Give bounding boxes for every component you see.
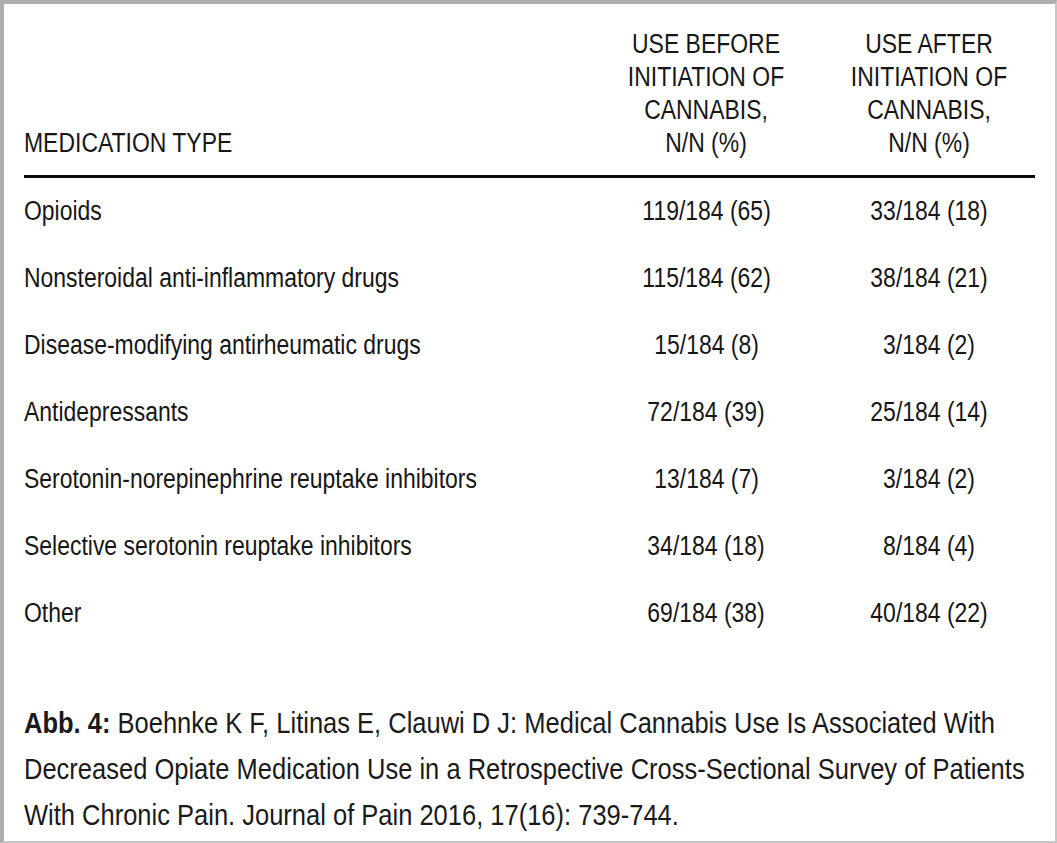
medication-cell: Serotonin-norepinephrine reuptake inhibi… xyxy=(24,464,477,495)
table-row: Serotonin-norepinephrine reuptake inhibi… xyxy=(24,446,1035,513)
table-row: Other 69/184 (38) 40/184 (22) xyxy=(24,580,1035,647)
figure-caption: Abb. 4: Boehnke K F, Litinas E, Clauwi D… xyxy=(24,700,1036,838)
before-cell: 34/184 (18) xyxy=(648,531,765,562)
table-row: Disease-modifying antirheumatic drugs 15… xyxy=(24,312,1035,379)
table-row: Opioids 119/184 (65) 33/184 (18) xyxy=(24,177,1035,246)
figure-page: MEDICATION TYPE USE BEFORE INITIATION OF… xyxy=(0,0,1057,843)
table-body: Opioids 119/184 (65) 33/184 (18) Nonster… xyxy=(24,177,1035,648)
after-cell: 33/184 (18) xyxy=(870,196,987,227)
medication-cell: Selective serotonin reuptake inhibitors xyxy=(24,531,412,562)
before-cell: 69/184 (38) xyxy=(648,598,765,629)
after-cell: 25/184 (14) xyxy=(870,397,987,428)
table-header-row: MEDICATION TYPE USE BEFORE INITIATION OF… xyxy=(24,28,1035,177)
header-use-before-label: USE BEFORE INITIATION OF CANNABIS, N/N (… xyxy=(628,28,784,160)
before-cell: 15/184 (8) xyxy=(654,330,759,361)
medication-cell: Opioids xyxy=(24,196,102,227)
table-row: Antidepressants 72/184 (39) 25/184 (14) xyxy=(24,379,1035,446)
medication-cell: Nonsteroidal anti-inflammatory drugs xyxy=(24,263,399,294)
header-use-before: USE BEFORE INITIATION OF CANNABIS, N/N (… xyxy=(590,28,823,177)
after-cell: 3/184 (2) xyxy=(883,330,975,361)
figure-content: MEDICATION TYPE USE BEFORE INITIATION OF… xyxy=(4,4,1055,838)
before-cell: 72/184 (39) xyxy=(648,397,765,428)
after-cell: 3/184 (2) xyxy=(883,464,975,495)
after-cell: 40/184 (22) xyxy=(870,598,987,629)
table-row: Selective serotonin reuptake inhibitors … xyxy=(24,513,1035,580)
before-cell: 13/184 (7) xyxy=(654,464,759,495)
table-row: Nonsteroidal anti-inflammatory drugs 115… xyxy=(24,245,1035,312)
medication-cell: Antidepressants xyxy=(24,397,189,428)
header-use-after-label: USE AFTER INITIATION OF CANNABIS, N/N (%… xyxy=(851,28,1007,160)
caption-text: Boehnke K F, Litinas E, Clauwi D J: Medi… xyxy=(24,706,1025,831)
before-cell: 115/184 (62) xyxy=(642,263,770,294)
before-cell: 119/184 (65) xyxy=(642,196,770,227)
caption-label: Abb. 4: xyxy=(24,706,110,739)
medication-cell: Other xyxy=(24,598,81,629)
after-cell: 38/184 (21) xyxy=(870,263,987,294)
header-medication-type: MEDICATION TYPE xyxy=(24,28,590,177)
medication-table: MEDICATION TYPE USE BEFORE INITIATION OF… xyxy=(24,28,1035,647)
header-use-after: USE AFTER INITIATION OF CANNABIS, N/N (%… xyxy=(823,28,1035,177)
after-cell: 8/184 (4) xyxy=(883,531,975,562)
header-medication-type-label: MEDICATION TYPE xyxy=(24,127,232,160)
medication-cell: Disease-modifying antirheumatic drugs xyxy=(24,330,421,361)
